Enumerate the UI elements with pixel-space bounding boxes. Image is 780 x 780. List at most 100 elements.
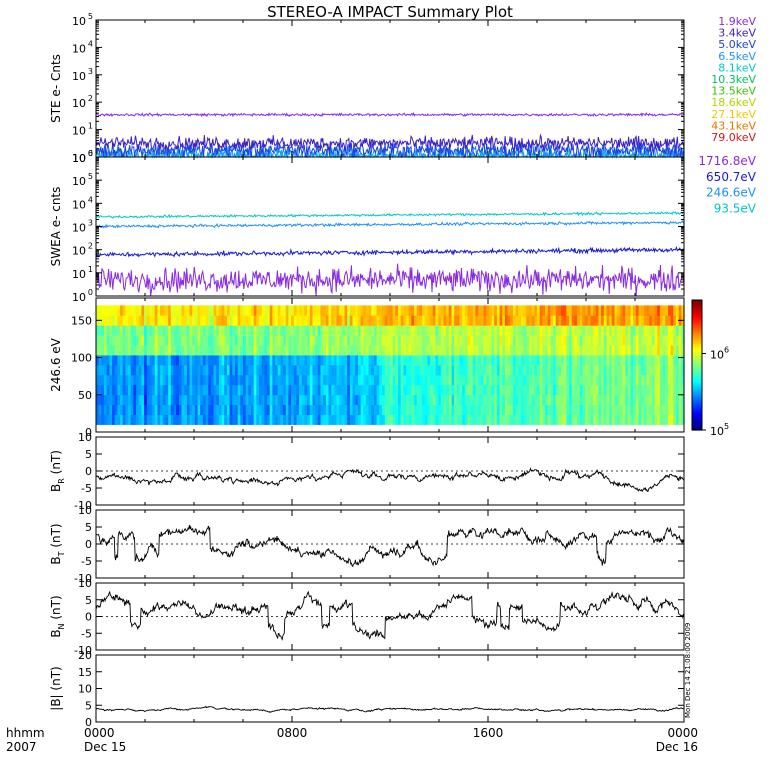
spectrogram-cell: [186, 384, 191, 396]
spectrogram-cell: [317, 414, 322, 425]
spectrogram-cell: [301, 414, 306, 425]
spectrogram-cell: [627, 384, 632, 396]
spectrogram-cell: [136, 394, 140, 406]
spectrogram-cell: [531, 305, 535, 316]
spectrogram-cell: [622, 305, 626, 316]
spectrogram-cell: [325, 335, 330, 346]
spectrogram-cell: [133, 315, 137, 326]
spectrogram-cell: [459, 414, 463, 425]
y-tick-label: 0: [88, 288, 93, 297]
spectrogram-cell: [333, 414, 338, 425]
spectrogram-cell: [101, 404, 105, 415]
spectrogram-cell: [507, 345, 511, 356]
spectrogram-cell: [609, 335, 613, 346]
y-tick-label: 6: [88, 149, 93, 158]
spectrogram-cell: [152, 414, 156, 425]
spectrogram-cell: [510, 315, 514, 326]
spectrogram-cell: [547, 335, 551, 346]
spectrogram-cell: [659, 365, 664, 376]
time-tick-label: 0000: [84, 726, 115, 740]
spectrogram-cell: [178, 384, 183, 396]
spectrogram-cell: [512, 404, 517, 415]
spectrogram-cell: [218, 305, 223, 316]
spectrogram-cell: [280, 394, 284, 406]
spectrogram-cell: [248, 414, 252, 425]
spectrogram-cell: [208, 305, 212, 316]
y-tick-label: 10: [72, 291, 86, 304]
spectrogram-cell: [336, 325, 340, 336]
spectrogram-cell: [496, 355, 501, 366]
spectrogram-cell: [512, 394, 517, 406]
spectrogram-cell: [218, 394, 223, 406]
spectrogram-cell: [651, 335, 656, 346]
spectrogram-cell: [427, 414, 431, 425]
spectrogram-cell: [577, 355, 581, 366]
spectrogram-cell: [619, 355, 624, 366]
spectrogram-cell: [235, 404, 239, 415]
spectrogram-cell: [587, 404, 592, 415]
spectrogram-cell: [467, 335, 471, 346]
spectrogram-cell: [376, 384, 380, 396]
spectrogram-cell: [157, 414, 161, 425]
spectrogram-cell: [349, 315, 354, 326]
spectrogram-cell: [323, 374, 327, 386]
spectrogram-cell: [531, 414, 535, 425]
spectrogram-cell: [304, 414, 308, 425]
ste-energy-legend: 1.9keV3.4keV5.0keV6.5keV8.1keV10.3keV13.…: [711, 15, 756, 144]
spectrogram-cell: [619, 374, 624, 386]
spectrogram-cell: [237, 374, 241, 386]
spectrogram-cell: [141, 305, 145, 316]
spectrogram-cell: [553, 335, 557, 346]
spectrogram-cell: [197, 394, 201, 406]
spectrogram-cell: [387, 325, 391, 336]
spectrogram-cell: [154, 315, 159, 326]
spectrogram-cell: [531, 355, 535, 366]
spectrogram-cell: [443, 384, 447, 396]
spectrogram-cell: [510, 414, 514, 425]
spectrogram-cell: [178, 355, 183, 366]
spectrogram-cell: [299, 335, 303, 346]
spectrogram-cell: [451, 374, 455, 386]
spectrogram-cell: [563, 374, 567, 386]
spectrogram-cell: [550, 394, 554, 406]
spectrogram-cell: [470, 414, 474, 425]
spectrogram-cell: [144, 355, 148, 366]
spectrogram-cell: [387, 355, 391, 366]
spectrogram-cell: [168, 384, 172, 396]
spectrogram-cell: [309, 325, 314, 336]
spectrogram-cell: [569, 345, 573, 356]
spectrogram-cell: [406, 365, 410, 376]
spectrogram-cell: [414, 335, 418, 346]
spectrogram-cell: [299, 305, 303, 316]
spectrogram-cell: [673, 305, 677, 316]
spectrogram-cell: [365, 345, 370, 356]
spectrogram-cell: [120, 374, 124, 386]
spectrogram-cell: [510, 404, 514, 415]
spectrogram-cell: [227, 365, 231, 376]
spectrogram-cell: [630, 355, 634, 366]
spectrogram-cell: [478, 365, 482, 376]
spectrogram-cell: [101, 305, 105, 316]
spectrogram-cell: [307, 365, 311, 376]
spectrogram-cell: [406, 394, 410, 406]
spectrogram-cell: [657, 345, 661, 356]
spectrogram-cell: [574, 384, 578, 396]
spectrogram-cell: [138, 404, 143, 415]
spectrogram-cell: [317, 345, 322, 356]
spectrogram-cell: [141, 404, 145, 415]
spectrogram-cell: [478, 305, 482, 316]
spectrogram-cell: [561, 384, 565, 396]
spectrogram-cell: [432, 335, 437, 346]
spectrogram-cell: [676, 414, 680, 425]
spectrogram-cell: [665, 394, 669, 406]
spectrogram-cell: [625, 374, 629, 386]
spectrogram-cell: [400, 325, 404, 336]
spectrogram-cell: [579, 305, 584, 316]
spectrogram-cell: [168, 325, 172, 336]
spectrogram-cell: [659, 325, 664, 336]
spectrogram-cell: [229, 414, 233, 425]
spectrogram-cell: [670, 335, 674, 346]
y-tick-label: 2: [88, 242, 93, 251]
spectrogram-cell: [243, 315, 247, 326]
